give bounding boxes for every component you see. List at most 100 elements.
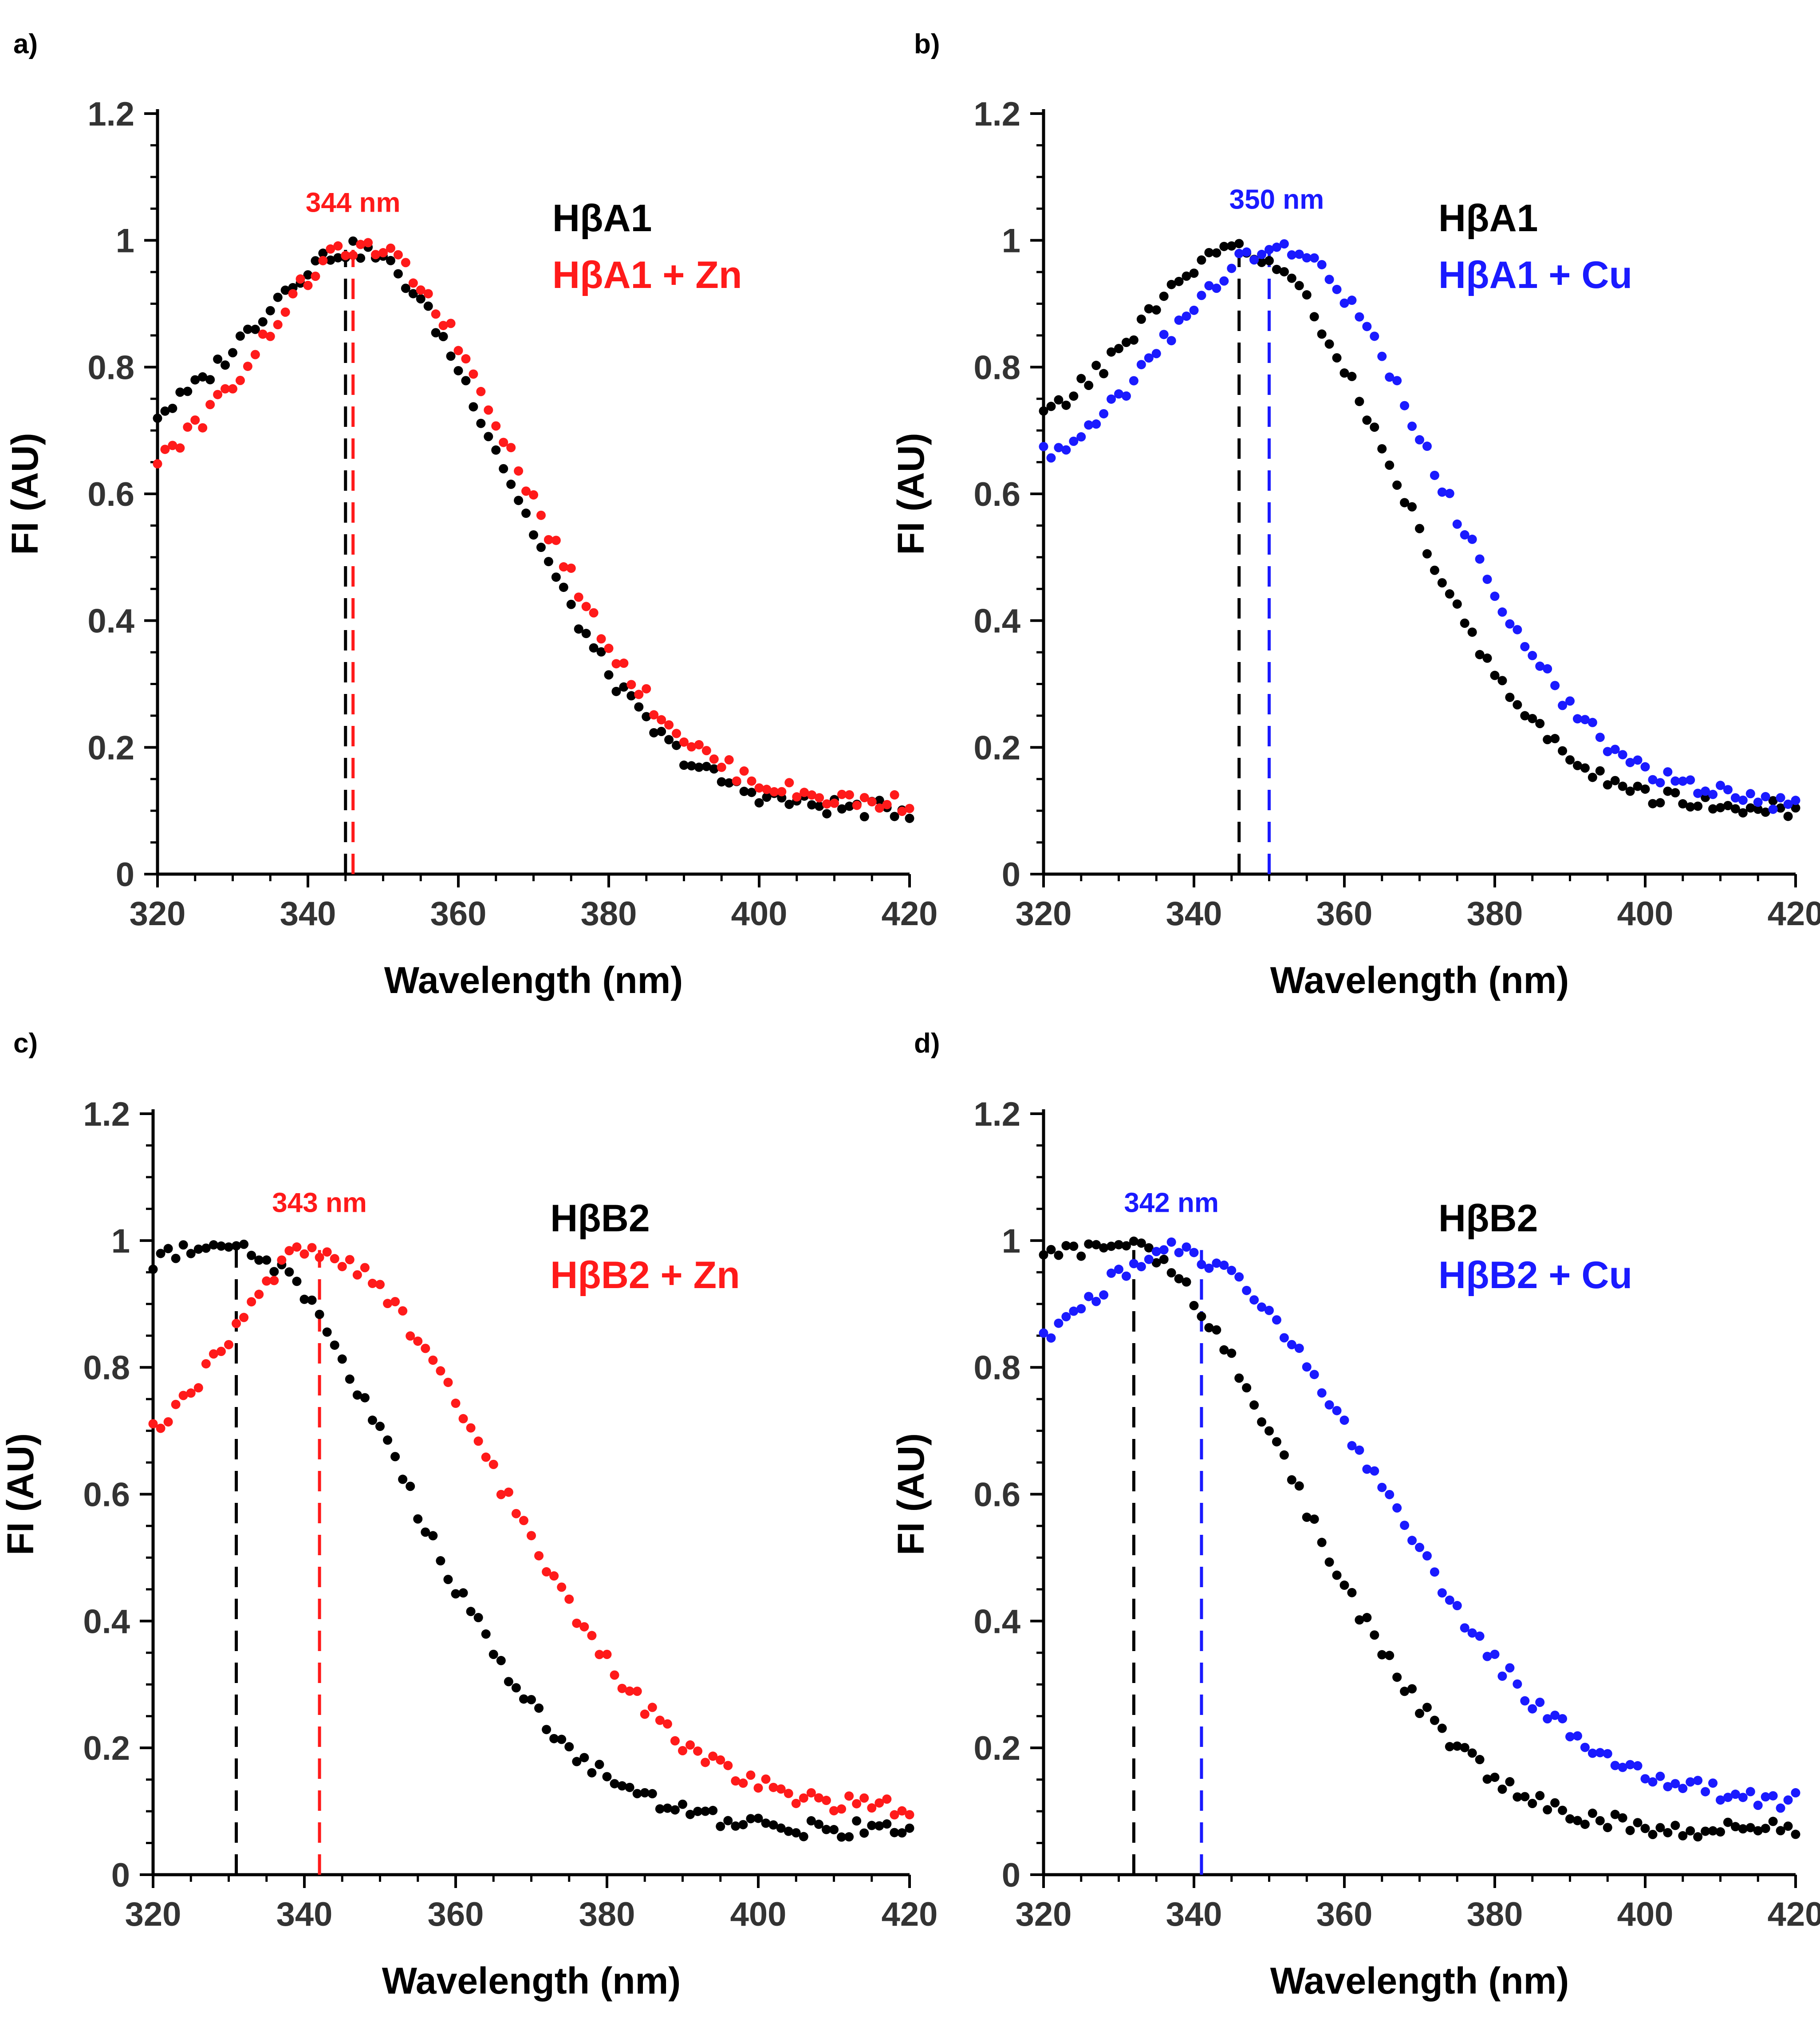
data-point (1543, 1714, 1552, 1724)
data-point (1400, 401, 1410, 410)
data-point (617, 1683, 627, 1693)
data-point (1753, 1801, 1763, 1810)
data-point (662, 1719, 672, 1729)
data-point (890, 1810, 899, 1820)
series-1 (1039, 1237, 1800, 1813)
data-point (844, 801, 854, 811)
data-point (1415, 1542, 1424, 1552)
y-tick-label: 0.8 (83, 1349, 130, 1387)
data-point (519, 1694, 528, 1704)
data-point (890, 812, 899, 821)
data-point (198, 372, 208, 382)
data-point (408, 278, 418, 288)
data-point (209, 1349, 218, 1359)
data-point (221, 360, 230, 370)
data-point (1497, 676, 1507, 686)
data-point (307, 1295, 317, 1305)
legend-entry: HβB2 + Zn (550, 1254, 740, 1297)
data-point (1580, 715, 1590, 725)
data-point (1753, 1826, 1763, 1836)
data-point (596, 647, 606, 657)
data-point (175, 387, 185, 397)
data-point (1618, 750, 1627, 760)
data-point (273, 320, 283, 330)
y-tick-label: 0 (1002, 1857, 1020, 1894)
data-point (1257, 1302, 1267, 1312)
data-point (566, 599, 576, 609)
data-point (1091, 419, 1101, 429)
data-point (1550, 734, 1560, 744)
data-point (198, 423, 208, 433)
data-point (1234, 1272, 1244, 1282)
data-point (1121, 1271, 1131, 1281)
y-tick-label: 0.4 (87, 603, 134, 640)
data-point (1227, 264, 1237, 273)
data-point (746, 1770, 756, 1780)
data-point (867, 1821, 877, 1830)
data-point (610, 1779, 619, 1789)
data-point (1287, 1340, 1296, 1349)
data-point (1069, 1242, 1079, 1251)
data-point (527, 1531, 536, 1541)
data-point (905, 804, 914, 813)
data-point (1069, 391, 1079, 401)
data-point (163, 1417, 173, 1427)
data-point (1385, 1651, 1395, 1660)
data-point (1257, 1417, 1267, 1427)
data-point (438, 321, 448, 331)
data-point (625, 1686, 634, 1696)
data-point (1745, 803, 1755, 813)
data-point (716, 1755, 725, 1765)
data-point (1332, 1406, 1342, 1415)
data-point (1633, 1818, 1643, 1828)
data-point (542, 1725, 552, 1734)
legend-entry: HβA1 (552, 197, 652, 240)
data-point (1550, 681, 1560, 690)
data-point (1114, 389, 1123, 399)
data-point (708, 1805, 718, 1815)
data-point (428, 1355, 438, 1365)
x-tick-label: 320 (130, 895, 186, 933)
data-point (852, 1799, 862, 1809)
data-point (1197, 1312, 1206, 1321)
data-point (360, 1263, 370, 1273)
data-point (1370, 422, 1379, 432)
data-point (1400, 1521, 1410, 1530)
data-point (1723, 1793, 1733, 1802)
data-point (686, 761, 696, 771)
data-point (1166, 336, 1176, 346)
data-point (1039, 406, 1048, 416)
data-point (1407, 502, 1417, 512)
data-point (1753, 797, 1763, 807)
y-tick-label: 0.6 (973, 1476, 1020, 1514)
data-point (1610, 1809, 1620, 1819)
data-point (1257, 257, 1267, 267)
data-point (1347, 296, 1357, 305)
data-point (642, 712, 651, 721)
data-point (1565, 755, 1575, 765)
data-point (806, 1788, 816, 1797)
data-point (1738, 1793, 1748, 1802)
data-point (383, 1299, 393, 1309)
x-tick-label: 400 (730, 1896, 787, 1933)
data-point (1490, 1649, 1500, 1659)
data-point (1227, 1348, 1237, 1358)
data-point (1528, 1798, 1537, 1808)
data-point (1309, 312, 1319, 322)
data-point (844, 1832, 854, 1842)
data-point (1107, 1268, 1116, 1278)
x-tick-label: 340 (1166, 895, 1222, 933)
data-point (1505, 619, 1515, 629)
data-point (649, 710, 659, 720)
data-point (1204, 248, 1214, 257)
data-point (815, 793, 824, 803)
data-point (1279, 1333, 1289, 1343)
data-point (190, 375, 200, 385)
data-point (1249, 1295, 1259, 1305)
data-point (408, 289, 418, 299)
data-point (625, 1782, 634, 1792)
data-point (1625, 1760, 1635, 1770)
data-point (686, 742, 696, 752)
data-point (1347, 371, 1357, 381)
